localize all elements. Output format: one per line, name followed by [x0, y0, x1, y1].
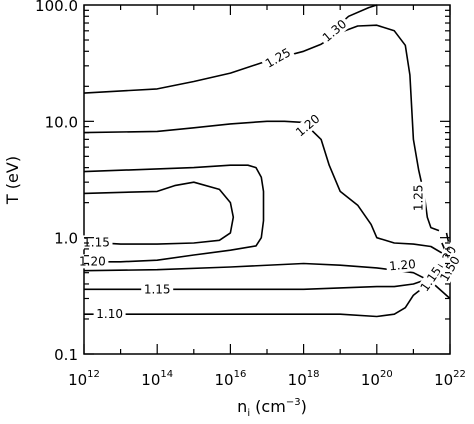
contour-label-text: 1.20	[388, 257, 416, 273]
contour-label: 1.10	[93, 307, 126, 322]
contour-label: 1.15	[141, 282, 174, 297]
x-tick-label: 1018	[288, 369, 320, 389]
x-tick-label: 1020	[361, 369, 393, 389]
contour-label-text: 1.20	[79, 254, 106, 268]
tick-labels: 1012 1014 1016 1018 1020 1022 0.1 1.0 10.0 100.0	[35, 0, 466, 389]
contour-line-1-20	[83, 164, 265, 263]
x-tick-label: 1016	[214, 369, 246, 389]
contour-label-text: 1.25	[412, 184, 426, 211]
contour-line-1-10	[84, 271, 451, 318]
y-tick-label: 10.0	[45, 113, 78, 131]
contour-label: 1.25	[411, 181, 426, 214]
contour-label: 1.20	[385, 256, 419, 274]
x-axis-title: ni (cm−3)	[237, 397, 307, 419]
contour-line-1-15	[83, 181, 235, 245]
contour-labels: 1.301.251.201.251.151.20 1.20 1.201.151.50…	[76, 15, 465, 322]
contour-label-text: 1.10	[96, 307, 123, 321]
contour-label: 1.25	[260, 43, 296, 73]
contour-label: 1.15	[80, 235, 113, 250]
axis-ticks	[83, 5, 451, 355]
contour-label-text: 1.15	[144, 282, 171, 296]
contour-label: 1.20	[76, 254, 109, 269]
y-tick-label: 0.1	[54, 346, 78, 364]
contour-label: 1.20	[291, 109, 325, 142]
y-tick-label: 100.0	[35, 0, 78, 15]
x-tick-label: 1022	[434, 369, 466, 389]
contour-line-1-25	[83, 24, 440, 232]
y-axis-title: T (eV)	[3, 156, 22, 205]
x-tick-label: 1014	[141, 369, 173, 389]
y-tick-label: 1.0	[54, 230, 78, 248]
x-tick-label: 1012	[68, 369, 100, 389]
contour-label-text: 1.15	[83, 235, 110, 249]
contour-line-1-20	[83, 120, 447, 257]
